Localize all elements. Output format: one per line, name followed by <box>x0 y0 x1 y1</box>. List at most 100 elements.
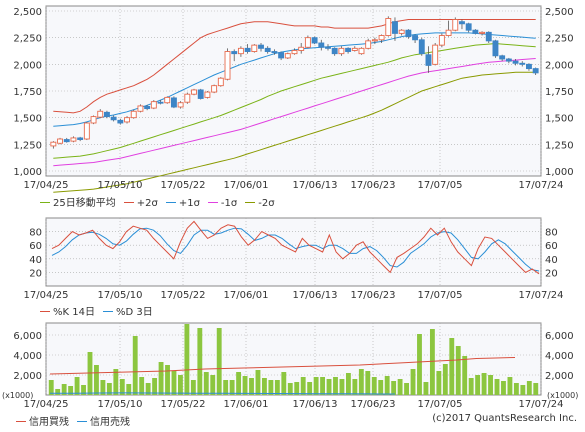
price-y-tick-right: 2,250 <box>545 34 574 45</box>
vol-y-tick-left: 4,000 <box>13 351 42 362</box>
minus-1-sigma-line <box>53 58 536 167</box>
x-tick-label-p2: 17/05/22 <box>161 290 206 301</box>
candle-body <box>177 102 184 108</box>
legend-swatch <box>40 201 50 203</box>
candle-body <box>398 29 405 34</box>
volume-bar <box>94 365 99 395</box>
volume-bar <box>436 371 442 395</box>
stoch-y-tick-left: 40 <box>29 255 42 266</box>
price-y-tick-right: 1,500 <box>545 114 574 125</box>
volume-bar <box>268 380 274 395</box>
volume-bar <box>119 379 125 395</box>
candle-body <box>445 29 452 36</box>
volume-bar <box>429 329 435 395</box>
candle-body <box>378 35 385 41</box>
stoch-y-tick-right: 40 <box>545 255 558 266</box>
candle-body <box>244 47 251 52</box>
candle-body <box>117 119 124 124</box>
legend-item: +2σ <box>122 198 158 209</box>
volume-bar <box>255 370 261 395</box>
candle-body <box>405 29 412 38</box>
candle-body <box>331 47 338 55</box>
legend-label: -1σ <box>220 198 238 209</box>
x-tick-label-p2: 17/05/10 <box>98 290 143 301</box>
price-y-tick-right: 2,000 <box>545 60 574 71</box>
candle-body <box>204 91 211 98</box>
volume-bar <box>113 369 119 395</box>
candle-body <box>385 18 392 36</box>
candle-body <box>224 51 231 80</box>
volume-bar <box>261 378 267 395</box>
x-tick-label-p3: 17/06/01 <box>224 399 269 410</box>
candle-body <box>251 44 258 52</box>
candle-body <box>505 58 512 62</box>
volume-bar <box>287 383 293 395</box>
candle-body <box>77 137 84 140</box>
volume-bar <box>345 373 351 395</box>
candle-body <box>137 105 144 112</box>
price-y-tick-right: 2,500 <box>545 7 574 18</box>
candle-body <box>130 110 137 119</box>
price-y-tick-left: 2,000 <box>13 60 42 71</box>
candle-body <box>298 46 305 51</box>
volume-bar <box>533 383 539 395</box>
volume-bar <box>326 379 332 395</box>
volume-bar <box>139 377 145 395</box>
volume-bar <box>55 389 61 395</box>
volume-bar <box>333 377 338 395</box>
candle-body <box>184 93 191 103</box>
volume-bar <box>294 382 300 395</box>
volume-bar <box>184 324 190 395</box>
copyright-credit: (c)2017 QuantsResearch Inc. <box>432 413 577 424</box>
candle-body <box>144 106 151 110</box>
x-tick-label-p3: 17/06/13 <box>293 399 338 410</box>
price-y-tick-left: 1,500 <box>13 114 42 125</box>
candle-body <box>97 110 104 118</box>
volume-bar <box>210 375 216 395</box>
legend-swatch <box>165 201 176 203</box>
candle-body <box>338 47 345 55</box>
volume-bar <box>249 378 254 395</box>
vol-unit-left: (x1000) <box>2 391 33 400</box>
volume-bar <box>371 377 377 395</box>
volume-bar <box>126 384 132 395</box>
margin-buy-line <box>49 357 516 375</box>
volume-bar <box>365 371 371 395</box>
legend-swatch <box>77 420 87 422</box>
volume-bar <box>442 364 448 395</box>
candle-body <box>83 122 90 140</box>
volume-bar <box>145 383 151 395</box>
x-tick-label-p1: 17/05/10 <box>98 180 143 191</box>
price-y-tick-right: 1,750 <box>545 87 574 98</box>
candle-body <box>150 101 157 109</box>
candle-body <box>418 39 425 55</box>
price-y-tick-left: 1,750 <box>13 87 42 98</box>
candle-body <box>485 31 492 42</box>
stoch-y-tick-right: 80 <box>545 228 558 239</box>
legend-item: +1σ <box>164 198 200 209</box>
legend-item: -1σ <box>206 198 237 209</box>
volume-bar <box>397 379 403 395</box>
candle-body <box>452 19 459 31</box>
volume-bar <box>74 377 80 395</box>
x-tick-label-p1: 17/06/13 <box>293 180 338 191</box>
margin-sell-line <box>49 392 396 395</box>
x-tick-label-p3: 17/05/22 <box>161 399 206 410</box>
stoch-y-tick-left: 60 <box>29 241 42 252</box>
volume-bar <box>417 334 422 395</box>
vol-y-tick-right: 4,000 <box>545 351 574 362</box>
candle-body <box>237 47 244 55</box>
price-y-tick-left: 1,250 <box>13 140 42 151</box>
candle-body <box>231 51 238 55</box>
candle-body <box>351 47 358 51</box>
candle-body <box>217 77 224 87</box>
x-tick-label-p2: 17/06/23 <box>351 290 396 301</box>
candle-body <box>284 53 291 59</box>
vol-y-tick-left: 2,000 <box>13 371 42 382</box>
candle-body <box>325 46 331 49</box>
volume-bar <box>513 383 519 395</box>
candle-body <box>345 47 352 52</box>
volume-bar <box>68 386 74 395</box>
x-tick-label-p2: 17/06/13 <box>293 290 338 301</box>
candle-body <box>304 37 311 48</box>
